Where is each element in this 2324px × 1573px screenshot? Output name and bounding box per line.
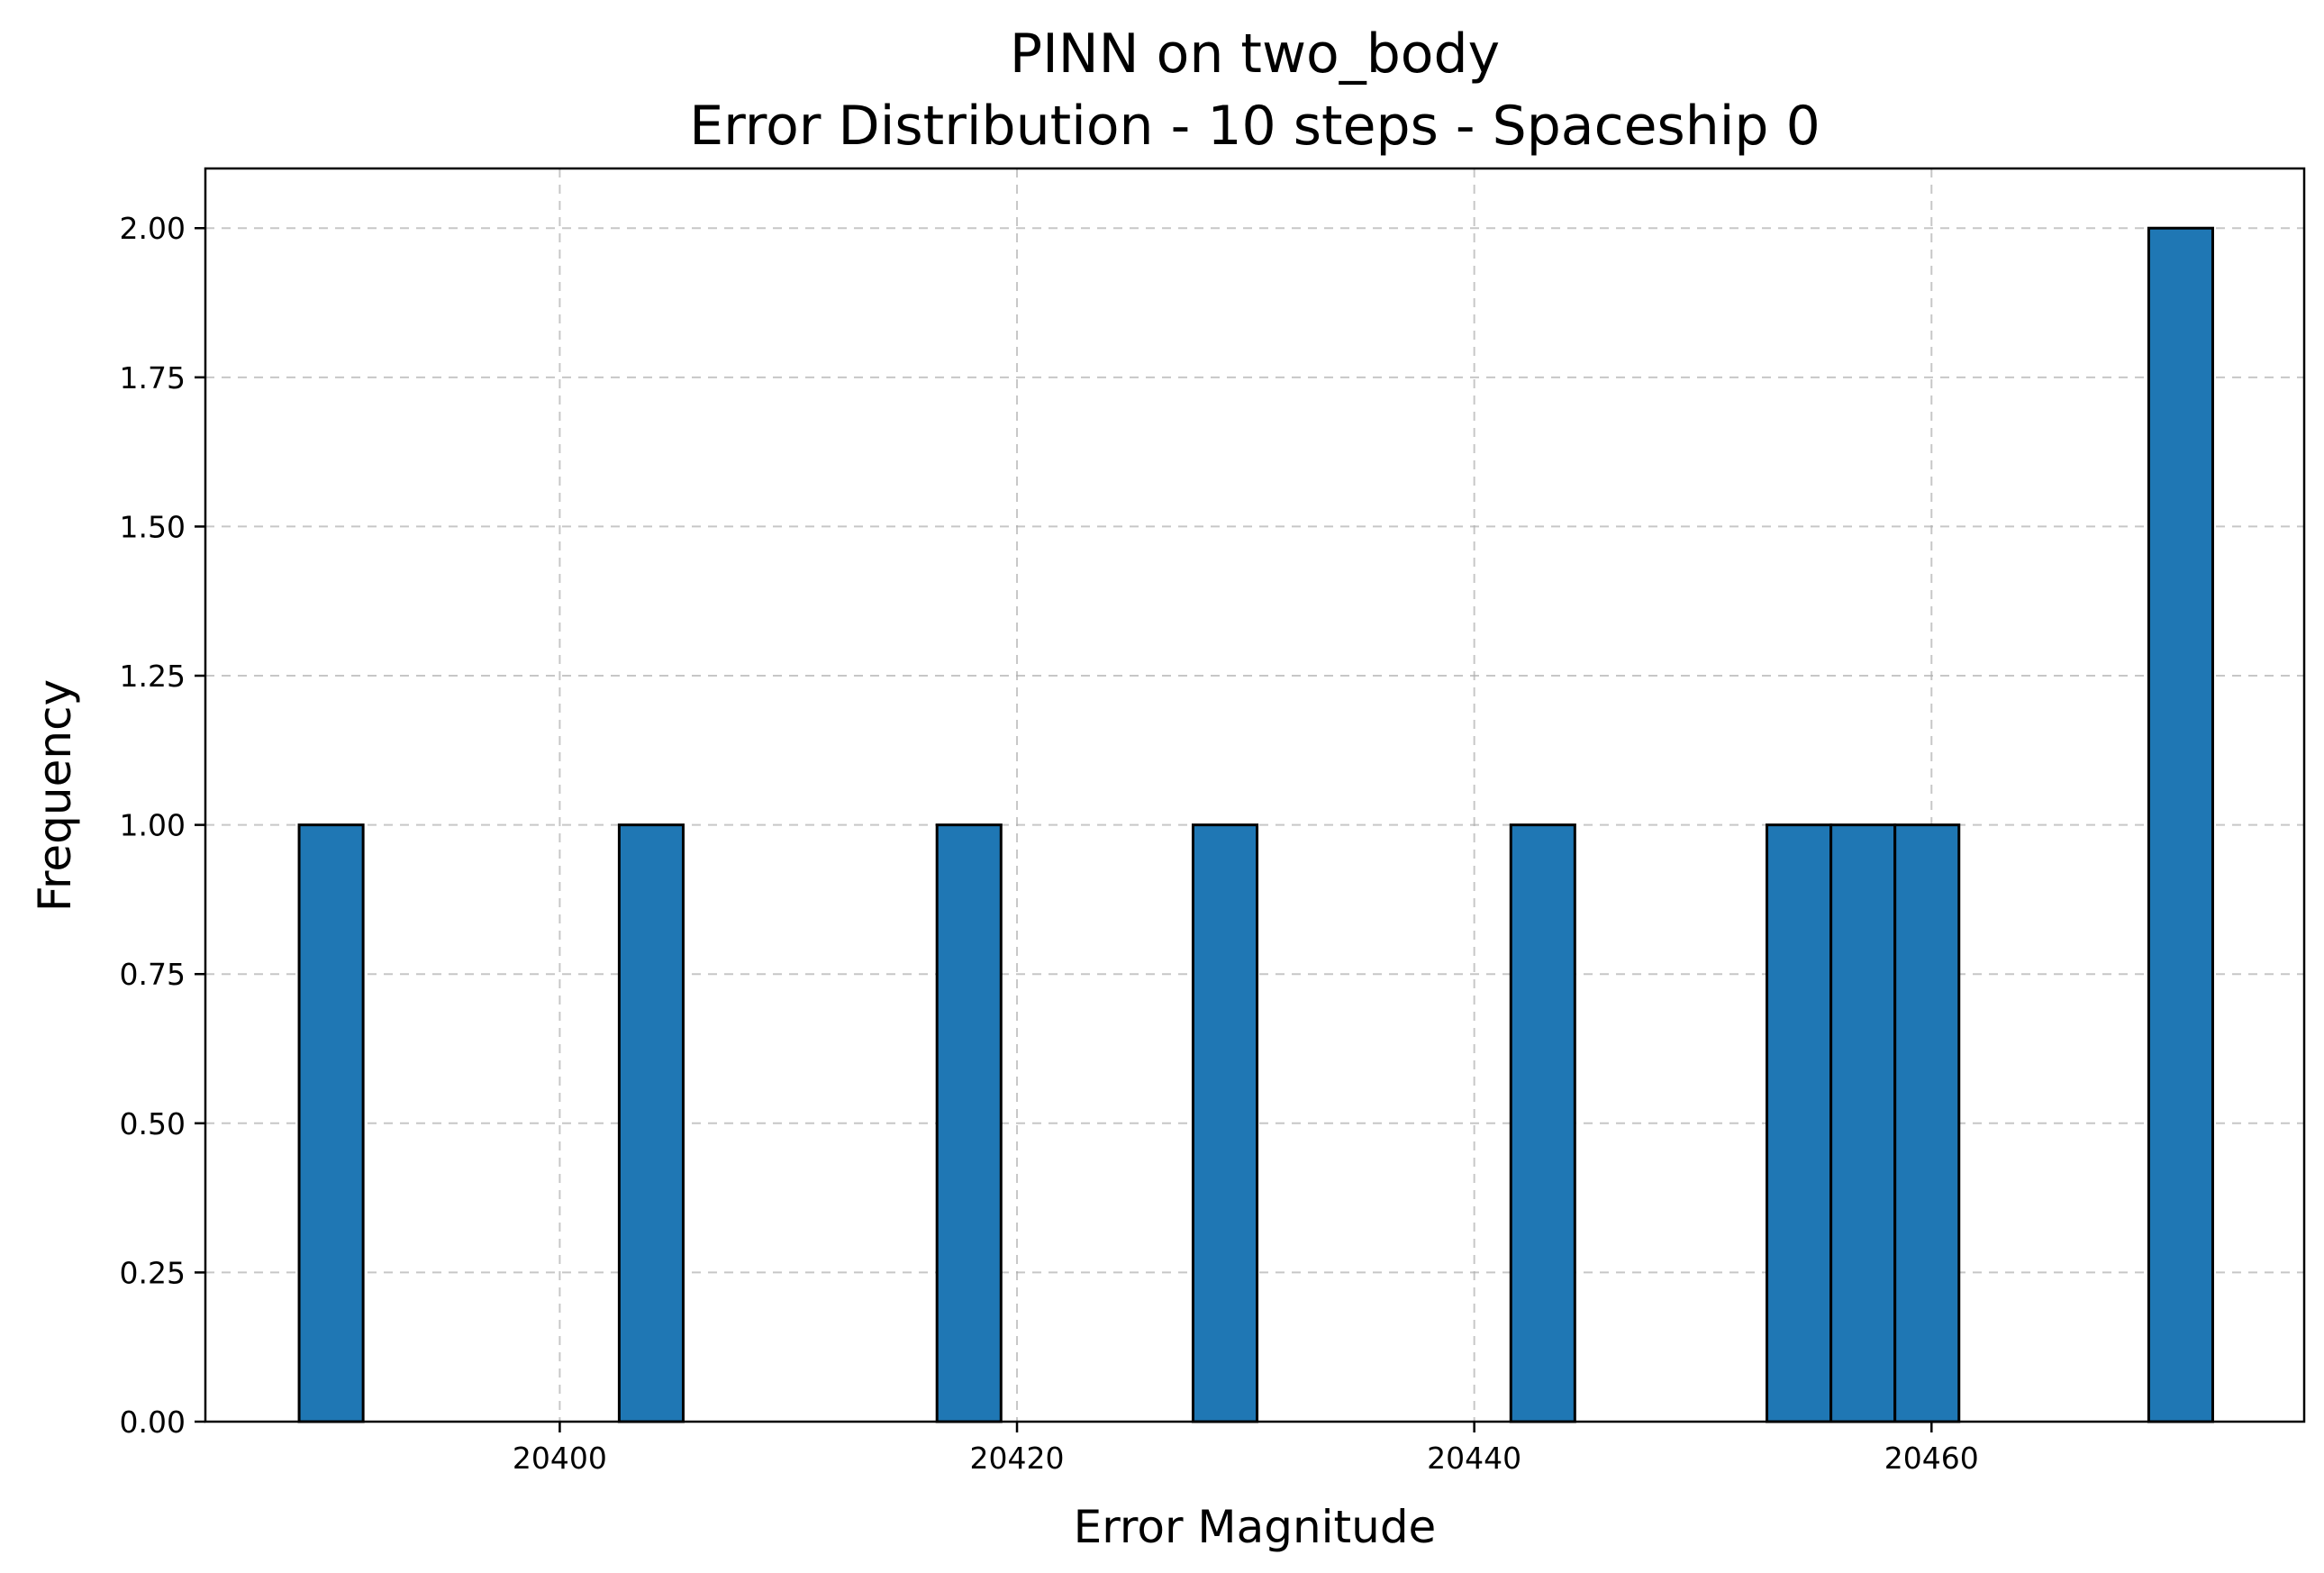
chart-title: PINN on two_body — [1010, 23, 1500, 86]
y-tick-label-8: 2.00 — [120, 211, 186, 246]
y-axis-label: Frequency — [29, 679, 81, 912]
bar-1 — [619, 825, 683, 1422]
x-tick-label-2: 20440 — [1427, 1441, 1521, 1476]
x-tick-label-3: 20460 — [1884, 1441, 1979, 1476]
bar-2 — [937, 825, 1001, 1422]
y-tick-label-4: 1.00 — [120, 808, 186, 843]
y-axis-ticks: 0.00 0.25 0.50 0.75 1.00 1.25 1.50 1.75 2.00 — [120, 211, 205, 1440]
x-axis-ticks: 20400 20420 20440 20460 — [513, 1422, 1979, 1476]
bar-5 — [1767, 825, 1831, 1422]
y-tick-label-0: 0.00 — [120, 1405, 186, 1440]
x-axis-label: Error Magnitude — [1074, 1501, 1437, 1553]
y-tick-label-1: 0.25 — [120, 1255, 186, 1290]
chart-subtitle: Error Distribution - 10 steps - Spaceshi… — [689, 95, 1820, 158]
bar-4 — [1511, 825, 1575, 1422]
y-tick-label-7: 1.75 — [120, 360, 186, 396]
bar-3 — [1193, 825, 1257, 1422]
y-tick-label-5: 1.25 — [120, 659, 186, 694]
bar-7 — [1895, 825, 1959, 1422]
y-tick-label-6: 1.50 — [120, 509, 186, 544]
x-tick-label-1: 20420 — [970, 1441, 1065, 1476]
x-tick-label-0: 20400 — [513, 1441, 607, 1476]
y-tick-label-3: 0.75 — [120, 957, 186, 992]
y-tick-label-2: 0.50 — [120, 1106, 186, 1141]
bar-8 — [2148, 228, 2212, 1422]
bar-0 — [299, 825, 363, 1422]
bar-6 — [1831, 825, 1895, 1422]
